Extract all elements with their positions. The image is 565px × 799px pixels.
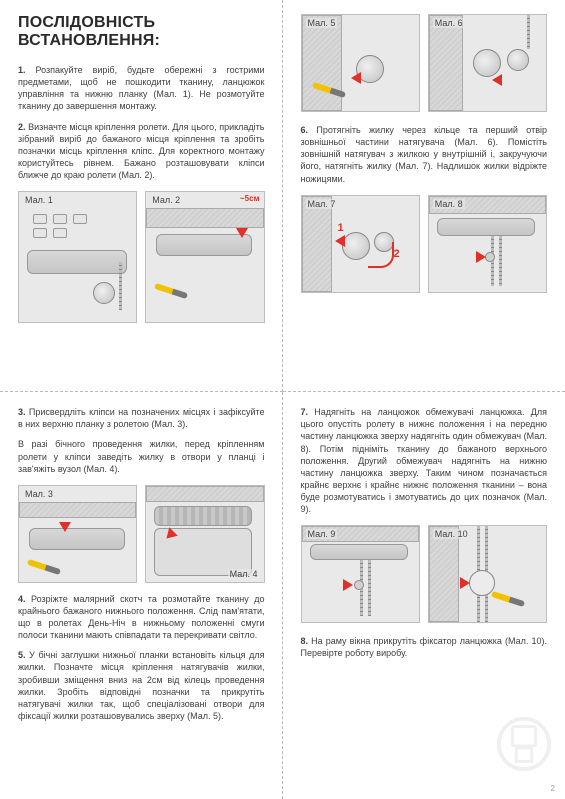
step-num-8: 8. bbox=[301, 636, 309, 646]
quadrant-bottom-left: 3. Присвердліть кліпси на позначених міс… bbox=[0, 392, 283, 799]
step-num-7: 7. bbox=[301, 407, 309, 417]
figure-3: Мал. 3 bbox=[18, 485, 137, 583]
step-num-5: 5. bbox=[18, 650, 26, 660]
quadrant-bottom-right: 7. Надягніть на ланцюжок обмежувачі ланц… bbox=[283, 392, 565, 799]
page-title: ПОСЛІДОВНІСТЬ ВСТАНОВЛЕННЯ: bbox=[18, 14, 265, 50]
figure-6-label: Мал. 6 bbox=[433, 18, 465, 28]
step-7: 7. Надягніть на ланцюжок обмежувачі ланц… bbox=[301, 406, 548, 515]
figure-8-label: Мал. 8 bbox=[433, 199, 465, 209]
figure-5-label: Мал. 5 bbox=[306, 18, 338, 28]
step-7-text: Надягніть на ланцюжок обмежувачі ланцюжк… bbox=[301, 407, 548, 514]
step-num-4: 4. bbox=[18, 594, 26, 604]
step-num-2: 2. bbox=[18, 122, 26, 132]
figure-1-label: Мал. 1 bbox=[23, 195, 55, 205]
figure-10-label: Мал. 10 bbox=[433, 529, 470, 539]
page-number: 2 bbox=[551, 784, 555, 793]
figure-5: Мал. 5 bbox=[301, 14, 420, 112]
figure-row-2: Мал. 5 Мал. 6 bbox=[301, 14, 548, 112]
step-3b: В разі бічного проведення жилки, перед к… bbox=[18, 438, 265, 474]
figure-row-3: Мал. 7 1 2 Мал. 8 bbox=[301, 195, 548, 293]
step-2: 2. Визначте місця кріплення ролети. Для … bbox=[18, 121, 265, 182]
step-num-3: 3. bbox=[18, 407, 26, 417]
step-2-text: Визначте місця кріплення ролети. Для цьо… bbox=[18, 122, 265, 181]
figure-1: Мал. 1 bbox=[18, 191, 137, 323]
step-1-text: Розпакуйте виріб, будьте обережні з гост… bbox=[18, 65, 265, 111]
figure-2: Мал. 2 ~5см bbox=[145, 191, 264, 323]
figure-2-label: Мал. 2 bbox=[150, 195, 182, 205]
step-3-text: Присвердліть кліпси на позначених місцях… bbox=[18, 407, 265, 429]
figure-4: Мал. 4 bbox=[145, 485, 264, 583]
quadrant-top-left: ПОСЛІДОВНІСТЬ ВСТАНОВЛЕННЯ: 1. Розпакуйт… bbox=[0, 0, 283, 392]
dim-5cm: ~5см bbox=[240, 194, 260, 203]
step-5: 5. У бічні заглушки нижньої планки встан… bbox=[18, 649, 265, 722]
figure-10: Мал. 10 bbox=[428, 525, 547, 623]
figure-9: Мал. 9 bbox=[301, 525, 420, 623]
step-1: 1. Розпакуйте виріб, будьте обережні з г… bbox=[18, 64, 265, 113]
figure-3-label: Мал. 3 bbox=[23, 489, 55, 499]
watermark-icon bbox=[493, 713, 555, 775]
figure-7: Мал. 7 1 2 bbox=[301, 195, 420, 293]
figure-8: Мал. 8 bbox=[428, 195, 547, 293]
step-5-text: У бічні заглушки нижньої планки встанові… bbox=[18, 650, 265, 721]
figure-row-1: Мал. 1 Мал. 2 ~5см bbox=[18, 191, 265, 323]
instruction-page: ПОСЛІДОВНІСТЬ ВСТАНОВЛЕННЯ: 1. Розпакуйт… bbox=[0, 0, 565, 799]
step-num-1: 1. bbox=[18, 65, 26, 75]
figure-7-label: Мал. 7 bbox=[306, 199, 338, 209]
step-3: 3. Присвердліть кліпси на позначених міс… bbox=[18, 406, 265, 430]
step-8-text: На раму вікна прикрутіть фіксатор ланцюж… bbox=[301, 636, 548, 658]
figure-6: Мал. 6 bbox=[428, 14, 547, 112]
quadrant-top-right: Мал. 5 Мал. 6 6. Протягніть жилку через … bbox=[283, 0, 565, 392]
figure-4-label: Мал. 4 bbox=[228, 569, 260, 579]
step-num-6: 6. bbox=[301, 125, 309, 135]
figure-9-label: Мал. 9 bbox=[306, 529, 338, 539]
step-4-text: Розріжте малярний скотч та розмотайте тк… bbox=[18, 594, 265, 640]
step-4: 4. Розріжте малярний скотч та розмотайте… bbox=[18, 593, 265, 642]
figure-row-4: Мал. 3 Мал. 4 bbox=[18, 485, 265, 583]
figure-row-5: Мал. 9 Мал. 10 bbox=[301, 525, 548, 623]
step-8: 8. На раму вікна прикрутіть фіксатор лан… bbox=[301, 635, 548, 659]
step-6-text: Протягніть жилку через кільце та перший … bbox=[301, 125, 548, 184]
step-6: 6. Протягніть жилку через кільце та перш… bbox=[301, 124, 548, 185]
